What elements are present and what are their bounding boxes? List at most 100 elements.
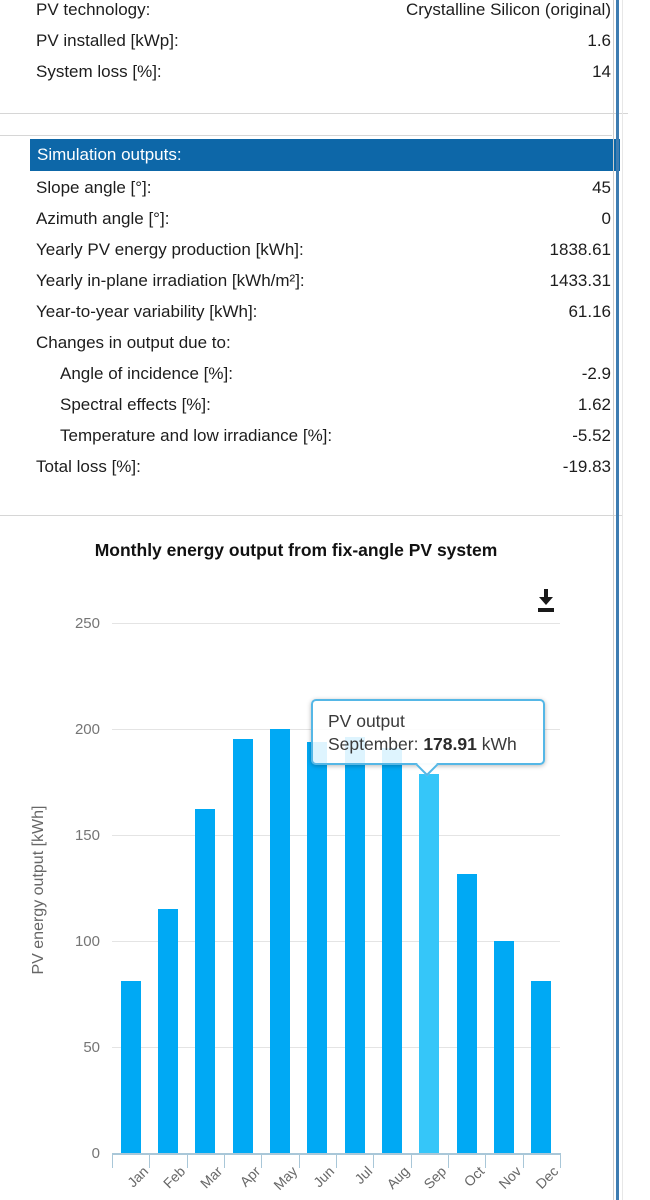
table-row: Spectral effects [%]: 1.62 [0, 389, 612, 420]
x-axis-tick [522, 1155, 524, 1168]
row-label: System loss [%]: [36, 62, 162, 81]
row-label: Yearly in-plane irradiation [kWh/m²]: [36, 271, 305, 290]
panel-outer-border [622, 0, 623, 1200]
bar-nov[interactable] [494, 941, 514, 1153]
x-axis-tick [373, 1155, 375, 1168]
row-value: -19.83 [562, 457, 611, 476]
row-value: -2.9 [581, 364, 611, 383]
row-label: Temperature and low irradiance [%]: [60, 426, 333, 445]
x-tick-label: Nov [495, 1163, 525, 1192]
row-label: Changes in output due to: [36, 333, 231, 352]
y-tick-label: 0 [91, 1145, 100, 1162]
row-label: Spectral effects [%]: [60, 395, 211, 414]
bar-may[interactable] [270, 729, 290, 1153]
gridline [112, 623, 560, 624]
x-tick-label: Mar [197, 1163, 226, 1192]
x-axis-tick [186, 1155, 188, 1168]
row-value: 61.16 [568, 302, 611, 321]
x-tick-label: Apr [236, 1163, 263, 1190]
x-tick-label: Jan [123, 1163, 151, 1191]
chart-title: Monthly energy output from fix-angle PV … [94, 540, 498, 560]
x-tick-label: Aug [383, 1163, 413, 1192]
tooltip-value-line: September: 178.91 kWh [328, 734, 517, 754]
scrollbar-thumb[interactable] [616, 0, 619, 1200]
x-tick-label: Feb [159, 1163, 189, 1192]
y-tick-label: 200 [74, 721, 100, 738]
row-value: -5.52 [572, 426, 611, 445]
row-label: PV installed [kWp]: [36, 31, 179, 50]
bar-mar[interactable] [195, 808, 216, 1153]
table-row: Year-to-year variability [kWh]: 61.16 [0, 296, 612, 327]
table-row: Slope angle [°]: 45 [0, 172, 612, 203]
bar-jun[interactable] [307, 741, 328, 1153]
row-value: 45 [592, 178, 611, 197]
x-axis-tick [410, 1155, 412, 1168]
table-row: Total loss [%]: -19.83 [0, 451, 612, 482]
row-value: 0 [601, 209, 611, 228]
x-axis-tick [112, 1155, 113, 1168]
table-row: PV technology: Crystalline Silicon (origi… [0, 0, 612, 25]
bar-aug[interactable] [382, 747, 402, 1153]
x-axis-tick [149, 1155, 151, 1168]
divider [0, 135, 612, 136]
divider [0, 515, 622, 516]
x-tick-label: Dec [532, 1163, 562, 1192]
x-tick-label: May [270, 1163, 301, 1194]
row-value: 1838.61 [549, 240, 611, 259]
table-row: System loss [%]: 14 [0, 56, 612, 87]
row-label: Yearly PV energy production [kWh]: [36, 240, 304, 259]
bar-jul[interactable] [344, 737, 365, 1153]
row-value: 1433.31 [549, 271, 611, 290]
x-axis-tick [485, 1155, 487, 1168]
row-value: 1.6 [587, 31, 611, 50]
gridline [112, 941, 560, 942]
y-tick-label: 250 [74, 615, 100, 632]
x-tick-label: Oct [460, 1163, 487, 1190]
row-value: 1.62 [577, 395, 611, 414]
row-label: Total loss [%]: [36, 457, 141, 476]
bar-apr[interactable] [232, 739, 253, 1153]
gridline [112, 1047, 560, 1048]
table-row: Angle of incidence [%]: -2.9 [0, 358, 612, 389]
divider [0, 113, 628, 114]
bar-jan[interactable] [120, 980, 141, 1153]
download-icon[interactable] [531, 585, 561, 615]
panel-border [613, 0, 614, 1200]
row-label: Slope angle [°]: [36, 178, 152, 197]
x-tick-label: Jul [350, 1163, 375, 1187]
bar-dec[interactable] [531, 980, 552, 1153]
row-label: PV technology: [36, 0, 151, 19]
x-axis-tick [261, 1155, 263, 1168]
table-row: Changes in output due to: [0, 327, 612, 358]
row-value: Crystalline Silicon (original) [405, 0, 611, 19]
y-tick-label: 100 [74, 933, 100, 950]
x-axis-tick [336, 1155, 337, 1168]
x-tick-label: Jun [310, 1163, 338, 1191]
row-value: 14 [592, 62, 611, 81]
y-axis-title: PV energy output [kWh] [30, 805, 47, 975]
row-label: Azimuth angle [°]: [36, 209, 170, 228]
x-axis-tick [560, 1155, 561, 1168]
table-row: PV installed [kWp]: 1.6 [0, 25, 612, 56]
y-tick-label: 150 [74, 827, 100, 844]
x-axis-tick [448, 1155, 449, 1168]
bar-sep[interactable] [419, 773, 440, 1153]
table-row: Yearly PV energy production [kWh]: 1838.6… [0, 234, 612, 265]
table-row: Yearly in-plane irradiation [kWh/m²]: 143… [0, 265, 612, 296]
bar-feb[interactable] [158, 908, 178, 1153]
table-row: Azimuth angle [°]: 0 [0, 203, 612, 234]
row-label: Angle of incidence [%]: [60, 364, 233, 383]
x-axis-tick [224, 1155, 225, 1168]
gridline [112, 835, 560, 836]
simulation-outputs-header: Simulation outputs: [30, 139, 620, 171]
y-tick-label: 50 [83, 1039, 100, 1056]
table-row: Temperature and low irradiance [%]: -5.52 [0, 420, 612, 451]
simulation-outputs-table: Slope angle [°]: 45 Azimuth angle [°]: 0 Yea… [0, 172, 612, 482]
row-label: Year-to-year variability [kWh]: [36, 302, 258, 321]
pv-inputs-table: PV technology: Crystalline Silicon (origi… [0, 0, 612, 87]
tooltip-series: PV output [328, 711, 405, 731]
bar-oct[interactable] [456, 874, 477, 1153]
x-axis-tick [298, 1155, 300, 1168]
x-tick-label: Sep [420, 1163, 450, 1192]
